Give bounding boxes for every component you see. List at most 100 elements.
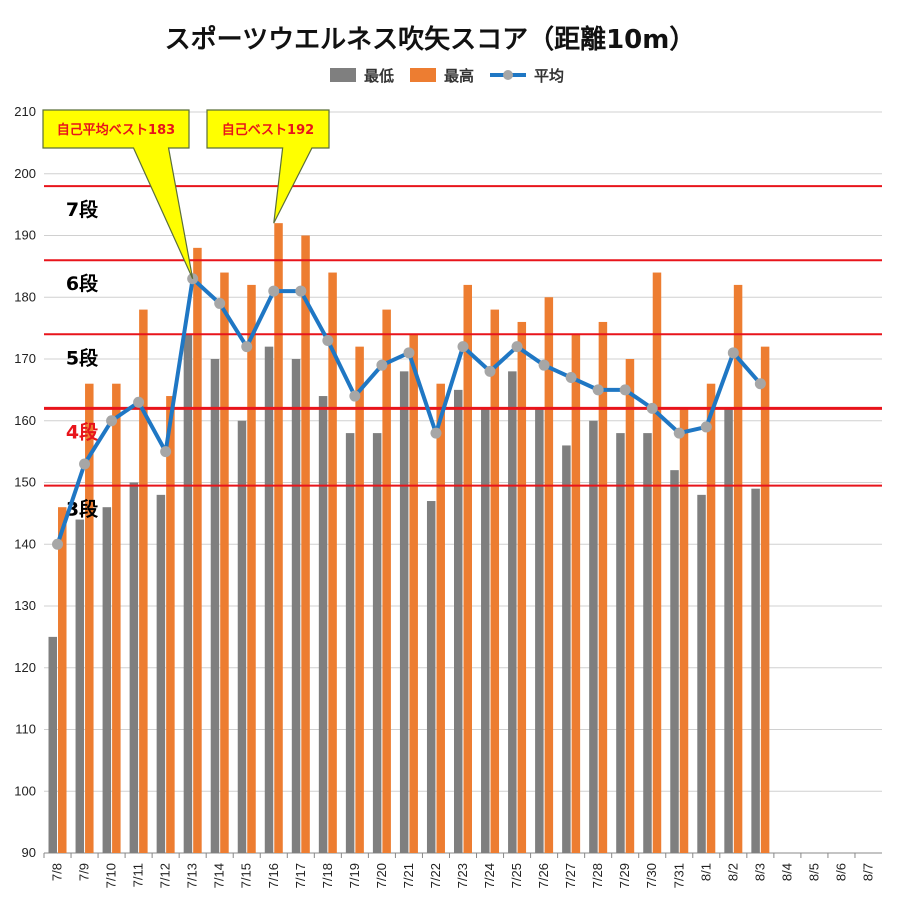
bar-min <box>535 408 544 853</box>
average-point <box>322 334 334 346</box>
x-tick-label: 7/8 <box>50 863 65 881</box>
x-tick-label: 8/4 <box>779 863 794 881</box>
legend-swatch-avg-marker <box>503 70 513 80</box>
threshold-label: 6段 <box>66 272 99 295</box>
average-point <box>673 427 685 439</box>
bar-min <box>481 408 490 853</box>
callouts: 自己平均ベスト183 自己ベスト192 <box>42 109 330 279</box>
x-tick-label: 8/6 <box>833 863 848 881</box>
bar-max <box>166 396 175 853</box>
bar-max <box>598 321 608 853</box>
x-tick-label: 7/25 <box>509 863 524 888</box>
x-tick-label: 7/12 <box>158 863 173 888</box>
callout-label: 自己平均ベスト183 <box>57 122 175 138</box>
bar-min <box>345 433 355 853</box>
bar-min <box>264 346 274 853</box>
bar-min <box>372 433 382 853</box>
bar-max <box>436 383 445 853</box>
x-tick-label: 7/31 <box>671 863 686 888</box>
bar-min <box>48 636 58 853</box>
y-tick-label: 200 <box>14 166 36 181</box>
y-tick-label: 140 <box>14 536 36 551</box>
y-tick-label: 160 <box>14 413 36 428</box>
average-point <box>376 359 388 371</box>
x-tick-label: 7/19 <box>347 863 362 888</box>
threshold-label: 4段 <box>66 420 99 443</box>
y-tick-label: 210 <box>14 104 36 119</box>
average-point <box>349 390 361 402</box>
x-tick-label: 8/3 <box>752 863 767 881</box>
average-point <box>79 458 91 470</box>
average-point <box>133 396 145 408</box>
x-tick-label: 7/9 <box>77 863 92 881</box>
bar-min <box>102 507 112 853</box>
x-tick-label: 7/10 <box>104 863 119 888</box>
bar-min <box>697 494 706 853</box>
legend-label-min: 最低 <box>364 67 394 85</box>
bar-min <box>724 408 733 853</box>
average-point <box>727 347 739 359</box>
bar-min <box>643 433 652 853</box>
x-tick-label: 7/29 <box>617 863 632 888</box>
average-point <box>214 297 226 309</box>
x-tick-label: 7/14 <box>212 863 227 888</box>
y-tick-label: 120 <box>14 660 36 675</box>
bar-max <box>220 272 229 853</box>
y-tick-label: 180 <box>14 289 36 304</box>
average-point <box>241 341 253 353</box>
y-tick-label: 190 <box>14 228 36 243</box>
bar-min <box>589 420 598 853</box>
average-point <box>457 341 469 353</box>
average-point <box>430 427 442 439</box>
bar-min <box>129 482 139 853</box>
bar-max <box>652 272 662 853</box>
bar-min <box>183 334 193 853</box>
bar-min <box>562 445 571 853</box>
bar-max <box>112 383 121 853</box>
y-tick-label: 90 <box>22 845 36 860</box>
average-point <box>511 341 523 353</box>
average-point <box>619 384 631 396</box>
bar-max <box>571 334 581 853</box>
average-point <box>295 285 307 297</box>
average-point <box>592 384 604 396</box>
callout-label: 自己ベスト192 <box>222 122 314 138</box>
average-point <box>160 446 172 458</box>
x-tick-label: 7/17 <box>293 863 308 888</box>
average-point <box>268 285 280 297</box>
bar-max <box>733 284 743 853</box>
average-point <box>754 378 766 390</box>
bar-min <box>426 501 436 853</box>
bar-max <box>139 309 148 854</box>
bar-max <box>355 346 364 853</box>
y-tick-label: 130 <box>14 598 36 613</box>
bar-min <box>75 519 85 853</box>
x-tick-label: 7/20 <box>374 863 389 888</box>
bar-max <box>706 383 716 853</box>
bar-max <box>382 309 391 854</box>
average-point <box>538 359 550 371</box>
x-tick-label: 7/30 <box>644 863 659 888</box>
x-tick-label: 8/2 <box>725 863 740 881</box>
x-tick-label: 7/24 <box>482 863 497 888</box>
average-point <box>565 372 577 384</box>
bar-max <box>679 408 689 853</box>
average-series <box>52 273 766 550</box>
x-tick-label: 7/22 <box>428 863 443 888</box>
y-tick-label: 100 <box>14 783 36 798</box>
callout-shape <box>206 109 330 224</box>
x-tick-label: 8/1 <box>698 863 713 881</box>
bar-min <box>670 470 679 853</box>
x-tick-label: 7/18 <box>320 863 335 888</box>
legend-label-max: 最高 <box>444 67 474 85</box>
bar-min <box>399 371 409 853</box>
bar-min <box>318 396 328 853</box>
y-tick-label: 170 <box>14 351 36 366</box>
y-tick-label: 110 <box>15 722 36 737</box>
x-tick-label: 7/27 <box>563 863 578 888</box>
x-axis-ticks: 7/8 7/9 7/10 7/11 7/12 7/13 7/14 7/15 7/16 7/17 7/… <box>43 853 875 888</box>
legend-swatch-max <box>410 68 436 82</box>
bar-min <box>616 433 625 853</box>
x-tick-label: 7/16 <box>266 863 281 888</box>
